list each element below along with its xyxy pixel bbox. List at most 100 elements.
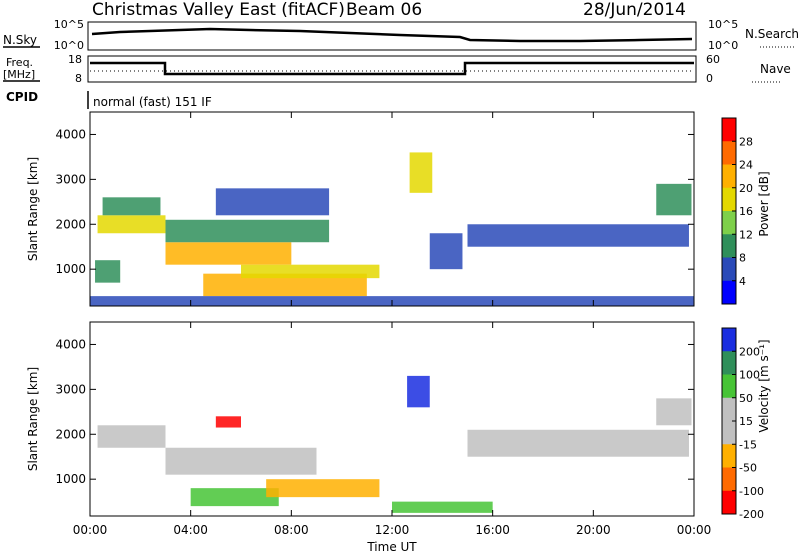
nave-label: Nave xyxy=(760,62,791,76)
nsky-tick-bottom: 10^0 xyxy=(54,39,84,52)
velocity-colorbar: 200 100 50 15 -15 -50 -100 -200 xyxy=(721,327,764,521)
power-ytick-label-0: 1000 xyxy=(55,262,86,276)
velocity-panel-frame xyxy=(89,321,695,517)
power-ytick-label-2: 3000 xyxy=(55,172,86,186)
velocity-region-1 xyxy=(165,447,317,475)
velocity-colorbar-swatch-5 xyxy=(722,444,736,468)
nsearch-label: N.Search xyxy=(745,27,799,41)
power-colorbar-swatch-7 xyxy=(722,280,736,305)
power-colorbar-swatch-5 xyxy=(722,234,736,258)
velocity-colorbar-swatch-2 xyxy=(722,374,736,399)
power-region-3 xyxy=(165,242,292,265)
nsearch-tick-top: 10^5 xyxy=(708,18,738,31)
plot-title: Christmas Valley East (fitACF) xyxy=(92,0,345,20)
velocity-region-3 xyxy=(266,479,380,498)
power-colorbar-swatch-1 xyxy=(722,141,736,165)
power-colorbar-label: Power [dB] xyxy=(757,171,771,236)
nsky-trace xyxy=(91,27,693,43)
power-region-11 xyxy=(656,183,692,216)
nsearch-tick-bottom: 10^0 xyxy=(708,39,738,52)
power-colorbar-tick-5: 8 xyxy=(739,252,746,265)
velocity-region-4 xyxy=(215,416,241,428)
power-colorbar-tick-1: 24 xyxy=(739,159,753,172)
nave-tick-top: 60 xyxy=(706,53,720,66)
power-panel-frame xyxy=(89,111,695,307)
power-region-4 xyxy=(165,219,330,243)
power-colorbar-tick-4: 12 xyxy=(739,228,753,241)
power-colorbar-swatch-3 xyxy=(722,187,736,212)
nsky-label: N.Sky xyxy=(3,33,37,47)
velocity-colorbar-tick-6: -100 xyxy=(739,485,764,498)
velocity-region-0 xyxy=(97,425,166,448)
power-colorbar-tick-2: 20 xyxy=(739,182,753,195)
power-region-7 xyxy=(215,188,330,216)
velocity-colorbar-tick-2: 50 xyxy=(739,392,753,405)
time-xtick-label-1: 04:00 xyxy=(173,523,208,537)
time-axis-label: Time UT xyxy=(366,540,417,554)
power-colorbar-tick-0: 28 xyxy=(739,135,753,148)
time-xtick-label-2: 08:00 xyxy=(274,523,309,537)
velocity-colorbar-swatch-0 xyxy=(722,328,736,352)
freq-label-2: [MHz] xyxy=(3,68,35,81)
power-ytick-label-1: 2000 xyxy=(55,217,86,231)
nsky-panel-frame xyxy=(87,21,697,51)
power-region-6 xyxy=(241,264,380,279)
velocity-region-5 xyxy=(407,375,430,408)
velocity-ylabel: Slant Range [km] xyxy=(26,367,40,471)
velocity-colorbar-swatch-7 xyxy=(722,490,736,515)
nave-tick-bottom: 0 xyxy=(706,72,713,85)
power-region-5 xyxy=(203,273,367,297)
power-region-8 xyxy=(409,152,433,193)
power-region-2 xyxy=(95,260,121,283)
power-colorbar-swatch-4 xyxy=(722,211,736,235)
time-xtick-label-3: 12:00 xyxy=(375,523,410,537)
freq-label-1: Freq. xyxy=(6,56,33,69)
power-ytick-label-3: 4000 xyxy=(55,127,86,141)
velocity-colorbar-tick-5: -50 xyxy=(739,462,757,475)
cpid-text: normal (fast) 151 IF xyxy=(93,95,212,109)
velocity-colorbar-tick-0: 200 xyxy=(739,345,760,358)
velocity-colorbar-swatch-3 xyxy=(722,397,736,422)
velocity-regions xyxy=(97,375,692,513)
velocity-colorbar-swatch-6 xyxy=(722,467,736,492)
freq-panel-frame xyxy=(87,55,697,83)
nsky-tick-top: 10^5 xyxy=(54,18,84,31)
velocity-colorbar-label: Velocity [m s⁻¹] xyxy=(757,339,771,432)
velocity-region-6 xyxy=(392,501,493,513)
velocity-ytick-label-3: 4000 xyxy=(55,337,86,351)
power-region-9 xyxy=(429,233,463,270)
power-region-10 xyxy=(467,224,689,247)
velocity-ytick-label-0: 1000 xyxy=(55,472,86,486)
velocity-region-7 xyxy=(467,429,689,457)
velocity-region-2 xyxy=(190,488,279,507)
freq-tick-top: 18 xyxy=(68,53,82,66)
power-colorbar-tick-6: 4 xyxy=(739,275,746,288)
power-region-0 xyxy=(97,215,166,234)
time-xtick-label-5: 20:00 xyxy=(576,523,611,537)
power-regions xyxy=(90,152,694,306)
time-xtick-label-0: 00:00 xyxy=(73,523,108,537)
power-ylabel: Slant Range [km] xyxy=(26,157,40,261)
freq-trace xyxy=(90,61,694,76)
power-colorbar-swatch-0 xyxy=(722,118,736,142)
power-region-1 xyxy=(102,197,161,216)
velocity-colorbar-swatch-1 xyxy=(722,351,736,375)
power-panel: 1000 2000 3000 4000 Slant Range [km] 28 24 20… xyxy=(26,111,771,307)
time-xtick-label-4: 16:00 xyxy=(475,523,510,537)
time-xtick-label-6: 00:00 xyxy=(677,523,712,537)
cpid-label: CPID xyxy=(6,90,38,104)
velocity-colorbar-tick-7: -200 xyxy=(739,508,764,521)
power-colorbar: 28 24 20 16 12 8 4 xyxy=(721,117,753,305)
velocity-ytick-label-2: 3000 xyxy=(55,382,86,396)
power-colorbar-swatch-6 xyxy=(722,257,736,282)
velocity-colorbar-tick-3: 15 xyxy=(739,415,753,428)
velocity-colorbar-tick-4: -15 xyxy=(739,438,757,451)
power-colorbar-swatch-2 xyxy=(722,164,736,189)
velocity-colorbar-tick-1: 100 xyxy=(739,369,760,382)
power-colorbar-tick-3: 16 xyxy=(739,205,753,218)
beam-label: Beam 06 xyxy=(346,0,422,20)
velocity-region-8 xyxy=(656,398,692,426)
velocity-panel: 1000 2000 3000 4000 00:00 04:00 08:00 12:00 16:… xyxy=(26,112,771,554)
velocity-colorbar-swatch-4 xyxy=(722,421,736,445)
